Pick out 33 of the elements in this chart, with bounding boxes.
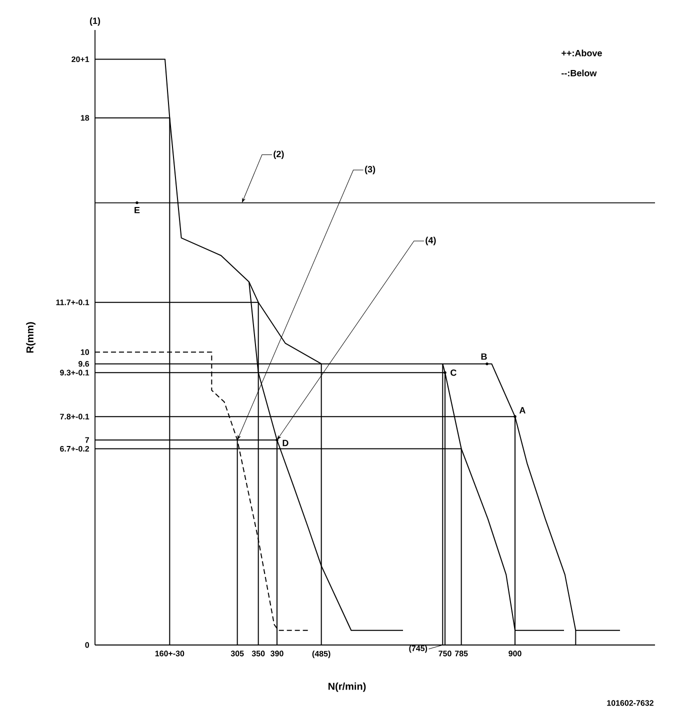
y-tick-label: 18 bbox=[80, 115, 90, 121]
annotation: C bbox=[450, 369, 456, 376]
y-tick-label: 0 bbox=[85, 642, 90, 648]
y-tick-label: 10 bbox=[80, 349, 90, 355]
x-tick-label: (485) bbox=[312, 650, 330, 658]
x-tick-label: 785 bbox=[455, 650, 468, 656]
x-axis-title: N(r/min) bbox=[328, 682, 366, 692]
x-tick-label: 160+-30 bbox=[155, 650, 184, 656]
y-tick-label: 11.7+-0.1 bbox=[56, 300, 90, 306]
annotation: D bbox=[282, 440, 288, 446]
y-axis-title: R(mm) bbox=[26, 322, 36, 353]
x-tick-label: 900 bbox=[508, 650, 522, 656]
text: 101602-7632 bbox=[607, 700, 654, 706]
annotation: --:Below bbox=[562, 70, 597, 76]
annotation: A bbox=[519, 407, 526, 414]
annotation: B bbox=[481, 353, 487, 360]
x-tick-label: 750 bbox=[438, 650, 452, 656]
annotation: (4) bbox=[426, 236, 436, 246]
text: (1) bbox=[90, 17, 100, 26]
x-tick-label: 305 bbox=[230, 650, 244, 656]
y-tick-label: 20+1 bbox=[72, 56, 90, 62]
y-tick-label: 7.8+-0.1 bbox=[60, 414, 90, 420]
y-tick-label: 9.6 bbox=[78, 361, 90, 367]
annotation: (2) bbox=[274, 150, 284, 159]
y-tick-label: 7 bbox=[85, 437, 89, 443]
annotation: E bbox=[134, 206, 140, 214]
x-tick-label: 390 bbox=[270, 650, 284, 656]
y-tick-label: 6.7+-0.2 bbox=[60, 446, 90, 452]
annotation: (3) bbox=[364, 166, 376, 174]
x-tick-label: 350 bbox=[252, 650, 265, 656]
annotation: ++:Above bbox=[562, 50, 602, 56]
annotation: (745) bbox=[409, 645, 428, 653]
y-tick-label: 9.3+-0.1 bbox=[60, 370, 90, 376]
